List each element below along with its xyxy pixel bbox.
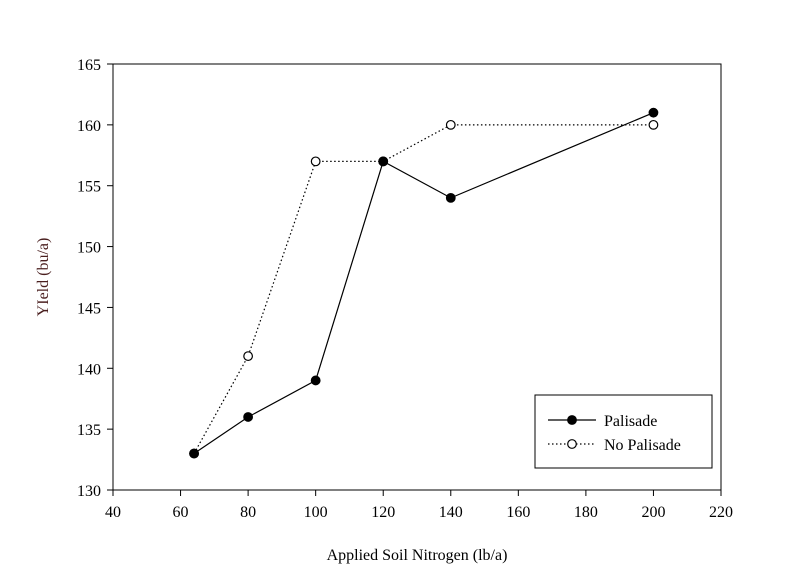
legend-marker [567, 415, 577, 425]
data-point-no-palisade [243, 351, 254, 362]
x-tick-label: 120 [371, 504, 395, 521]
y-tick-label: 155 [77, 179, 101, 196]
y-axis-label: YIeld (bu/a) [35, 238, 52, 317]
y-tick-label: 165 [77, 57, 101, 74]
legend-label: No Palisade [604, 437, 681, 454]
x-tick-label: 100 [304, 504, 328, 521]
y-tick-label: 135 [77, 422, 101, 439]
x-axis-label: Applied Soil Nitrogen (lb/a) [327, 547, 508, 564]
legend-marker [567, 439, 577, 449]
series-line-no-palisade [193, 124, 654, 454]
x-tick-label: 140 [439, 504, 463, 521]
x-tick-label: 180 [574, 504, 598, 521]
y-tick-label: 130 [77, 483, 101, 500]
data-point-palisade [378, 156, 389, 167]
data-point-no-palisade [310, 156, 321, 167]
legend: Palisade No Palisade [534, 394, 713, 469]
y-tick-label: 140 [77, 361, 101, 378]
data-point-no-palisade [445, 119, 456, 130]
x-tick-label: 200 [641, 504, 665, 521]
x-tick-label: 80 [240, 504, 256, 521]
x-tick-label: 60 [173, 504, 189, 521]
data-point-palisade [648, 107, 659, 118]
data-point-palisade [189, 448, 199, 459]
x-tick-label: 220 [709, 504, 733, 521]
plot-frame [112, 63, 722, 491]
legend-box [534, 394, 713, 469]
x-tick-label: 40 [105, 504, 121, 521]
series-line-palisade [193, 112, 654, 454]
legend-label: Palisade [604, 413, 657, 430]
data-point-palisade [445, 192, 456, 203]
y-tick-label: 150 [77, 240, 101, 257]
data-point-no-palisade [648, 119, 659, 130]
y-tick-label: 160 [77, 118, 101, 135]
data-point-palisade [243, 412, 254, 422]
y-tick-label: 145 [77, 300, 101, 317]
data-point-palisade [310, 375, 321, 386]
x-tick-label: 160 [506, 504, 530, 521]
